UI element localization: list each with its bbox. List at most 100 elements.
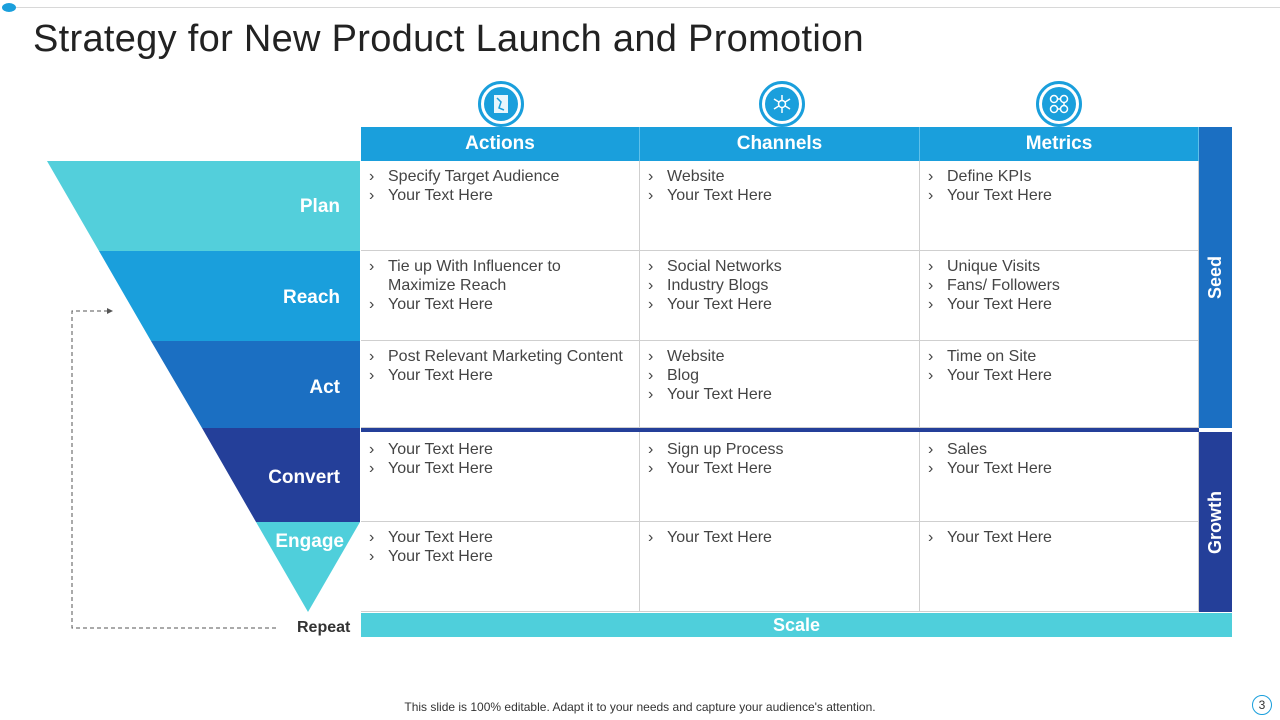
bullet-icon: › (928, 441, 934, 458)
item-text: Your Text Here (667, 460, 772, 477)
list-item: › Sign up Process (648, 440, 919, 459)
item-text: Your Text Here (388, 529, 493, 546)
column-header-metrics: Metrics (920, 127, 1199, 161)
item-text: Time on Site (947, 348, 1037, 365)
list-item: › Industry Blogs (648, 276, 919, 295)
item-text: Blog (667, 367, 700, 384)
list-item: › Sales (928, 440, 1198, 459)
bullet-icon: › (369, 168, 375, 185)
bullet-icon: › (928, 348, 934, 365)
table-cell: › Post Relevant Marketing Content › Your Te… (361, 341, 640, 428)
list-item: › Social Networks (648, 257, 919, 276)
item-text: Your Text Here (388, 548, 493, 565)
item-text: Your Text Here (388, 296, 493, 313)
stage-engage: Engage (275, 531, 344, 552)
list-item: › Your Text Here (928, 295, 1198, 314)
list-item: › Blog (648, 366, 919, 385)
stage-plan: Plan (299, 196, 340, 217)
seed-growth-divider (361, 428, 1199, 432)
list-item: › Your Text Here (369, 459, 639, 478)
bullet-icon: › (928, 529, 934, 546)
list-item: › Your Text Here (928, 186, 1198, 205)
list-item: › Your Text Here (369, 366, 639, 385)
list-item: › Time on Site (928, 347, 1198, 366)
funnel-act (151, 341, 360, 428)
bullet-icon: › (648, 460, 654, 477)
bullet-icon: › (648, 277, 654, 294)
list-item: › Your Text Here (369, 295, 639, 314)
process-flow-icon (1036, 81, 1082, 127)
item-text: Your Text Here (388, 367, 493, 384)
scale-bar: Scale (361, 613, 1232, 637)
item-text: Tie up With Influencer to Maximize Reach (388, 258, 561, 294)
table-cell: › Sales › Your Text Here (920, 432, 1199, 522)
table-cell: › Tie up With Influencer to Maximize Reac… (361, 251, 640, 341)
growth-label: Growth (1205, 490, 1225, 554)
bullet-icon: › (928, 258, 934, 275)
bullet-icon: › (648, 367, 654, 384)
bullet-icon: › (928, 277, 934, 294)
list-item: › Your Text Here (648, 528, 919, 547)
funnel-engage (256, 522, 360, 612)
stage-convert: Convert (268, 467, 340, 488)
column-header-actions: Actions (361, 127, 640, 161)
bullet-icon: › (928, 168, 934, 185)
bullet-icon: › (648, 441, 654, 458)
list-item: › Your Text Here (369, 440, 639, 459)
bullet-icon: › (369, 441, 375, 458)
bullet-icon: › (369, 367, 375, 384)
item-text: Your Text Here (667, 386, 772, 403)
accent-dot (2, 3, 16, 12)
item-text: Your Text Here (947, 529, 1052, 546)
table-cell: › Social Networks › Industry Blogs › Your Tex… (640, 251, 920, 341)
item-text: Sign up Process (667, 441, 784, 458)
table-cell: › Website › Blog › Your Text Here (640, 341, 920, 428)
funnel-reach (99, 251, 360, 341)
item-text: Your Text Here (667, 296, 772, 313)
table-cell: › Sign up Process › Your Text Here (640, 432, 920, 522)
bullet-icon: › (369, 187, 375, 204)
repeat-label: Repeat (297, 619, 351, 636)
seed-label: Seed (1205, 255, 1225, 300)
item-text: Social Networks (667, 258, 782, 275)
column-header-channels: Channels (640, 127, 920, 161)
stage-act: Act (309, 377, 340, 398)
table-cell: › Your Text Here › Your Text Here (361, 522, 640, 612)
list-item: › Specify Target Audience (369, 167, 639, 186)
list-item: › Your Text Here (369, 528, 639, 547)
list-item: › Your Text Here (928, 366, 1198, 385)
bullet-icon: › (648, 529, 654, 546)
item-text: Your Text Here (667, 529, 772, 546)
bullet-icon: › (928, 296, 934, 313)
bullet-icon: › (369, 296, 375, 313)
list-item: › Define KPIs (928, 167, 1198, 186)
list-item: › Your Text Here (648, 186, 919, 205)
item-text: Post Relevant Marketing Content (388, 348, 623, 365)
table-cell: › Your Text Here › Your Text Here (361, 432, 640, 522)
list-item: › Fans/ Followers (928, 276, 1198, 295)
bullet-icon: › (648, 386, 654, 403)
item-text: Unique Visits (947, 258, 1041, 275)
item-text: Your Text Here (388, 441, 493, 458)
list-item: › Your Text Here (928, 459, 1198, 478)
table-cell: › Your Text Here (920, 522, 1199, 612)
bullet-icon: › (369, 348, 375, 365)
seed-bar: Seed (1199, 127, 1232, 428)
bullet-icon: › (928, 367, 934, 384)
bullet-icon: › (369, 529, 375, 546)
item-text: Fans/ Followers (947, 277, 1060, 294)
item-text: Your Text Here (947, 460, 1052, 477)
item-text: Industry Blogs (667, 277, 769, 294)
bullet-icon: › (648, 187, 654, 204)
table-cell: › Your Text Here (640, 522, 920, 612)
item-text: Your Text Here (947, 187, 1052, 204)
list-item: › Your Text Here (648, 385, 919, 404)
bullet-icon: › (648, 258, 654, 275)
bullet-icon: › (928, 187, 934, 204)
strategy-board-icon (478, 81, 524, 127)
growth-bar: Growth (1199, 432, 1232, 612)
bullet-icon: › (648, 168, 654, 185)
item-text: Your Text Here (388, 187, 493, 204)
list-item: › Website (648, 347, 919, 366)
table-cell: › Website › Your Text Here (640, 161, 920, 251)
